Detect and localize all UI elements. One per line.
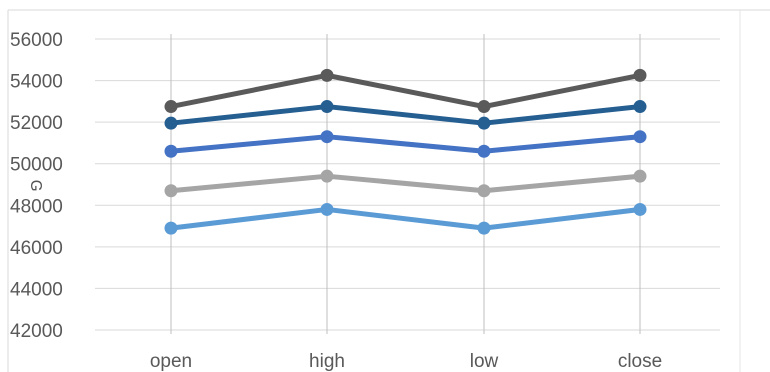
series-line (170, 72, 641, 110)
data-point (164, 144, 178, 158)
series-line (170, 206, 641, 231)
data-point (164, 116, 178, 130)
y-tick-label: 42000 (10, 321, 63, 342)
y-tick-label: 46000 (10, 238, 63, 259)
series-line (170, 134, 641, 154)
series (164, 169, 647, 198)
y-tick-label: 54000 (10, 72, 63, 93)
x-tick-label: high (309, 351, 345, 372)
data-point (320, 130, 334, 144)
data-point (633, 169, 647, 183)
series (164, 68, 647, 114)
series-line (170, 104, 641, 126)
x-axis-tick-labels: open high low close (150, 351, 662, 372)
data-point (164, 184, 178, 198)
series-line (170, 173, 641, 194)
y-tick-label: 52000 (10, 113, 63, 134)
data-point (633, 202, 647, 216)
series (164, 202, 647, 235)
x-tick-label: close (618, 351, 662, 372)
category-drop-lines (170, 34, 641, 334)
stray-mark: ᴳ (21, 180, 46, 191)
data-point (477, 116, 491, 130)
data-point (477, 144, 491, 158)
data-point (164, 221, 178, 235)
y-tick-label: 50000 (10, 155, 63, 176)
data-point (633, 68, 647, 82)
data-point (477, 221, 491, 235)
data-point (320, 68, 334, 82)
y-tick-label: 56000 (10, 30, 63, 51)
data-point (633, 100, 647, 114)
series (164, 130, 647, 158)
data-point (320, 169, 334, 183)
data-point (477, 100, 491, 114)
series (164, 100, 647, 130)
data-point (164, 100, 178, 114)
y-tick-label: 48000 (10, 196, 63, 217)
y-axis-tick-labels: 42000 44000 46000 48000 50000 52000 54000 56000 (10, 30, 63, 342)
x-tick-label: open (150, 351, 192, 372)
y-tick-label: 44000 (10, 279, 63, 300)
data-point (477, 184, 491, 198)
data-point (320, 202, 334, 216)
series-group (164, 68, 647, 235)
chart-frame-border (7, 9, 770, 372)
x-tick-label: low (470, 351, 499, 372)
data-point (633, 130, 647, 144)
data-point (320, 100, 334, 114)
